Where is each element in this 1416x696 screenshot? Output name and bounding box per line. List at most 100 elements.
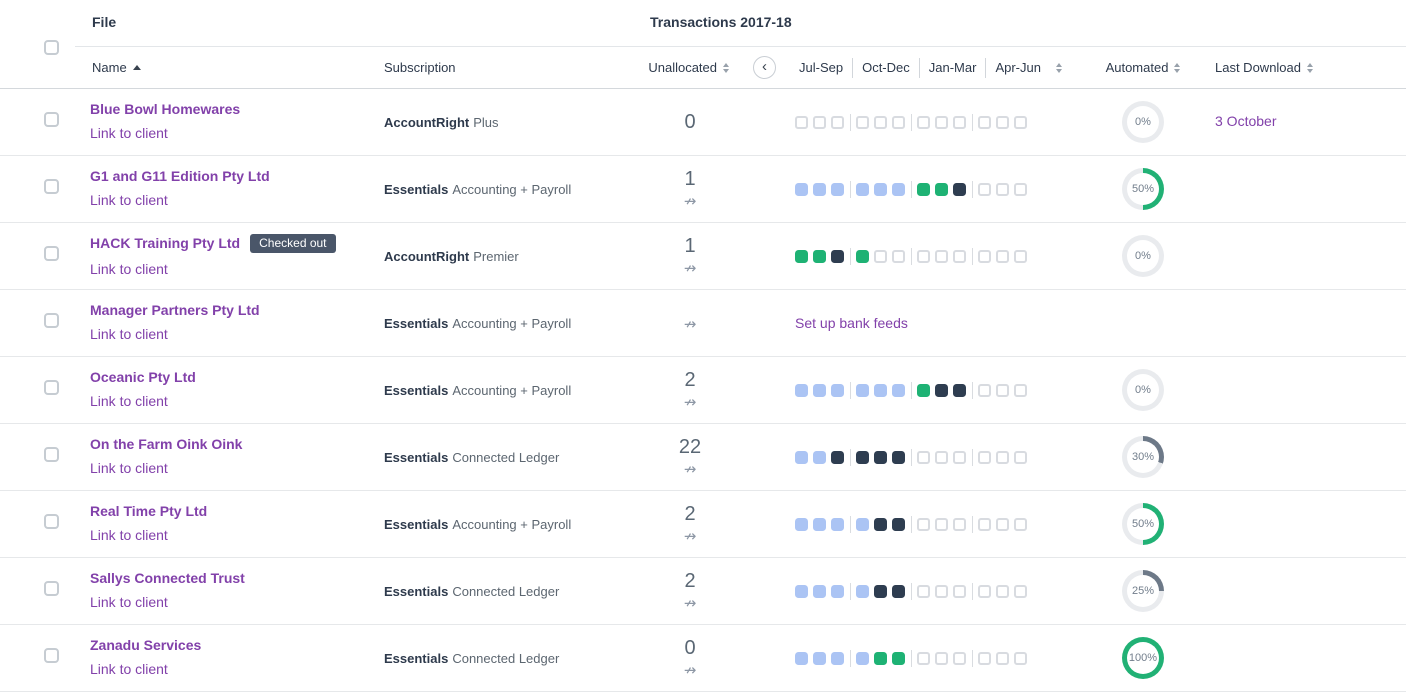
- quarters-cell: Set up bank feeds: [735, 315, 1078, 331]
- file-name-cell: HACK Training Pty Ltd Checked out Link t…: [75, 233, 380, 279]
- row-checkbox[interactable]: [44, 246, 59, 261]
- month-square: [978, 383, 991, 397]
- file-name-link[interactable]: Oceanic Pty Ltd: [90, 369, 196, 385]
- month-square: [953, 182, 966, 196]
- month-square: [892, 517, 905, 531]
- last-download-cell: 3 October: [1208, 113, 1406, 131]
- month-square: [831, 115, 844, 129]
- month-square: [917, 115, 930, 129]
- month-square: [892, 450, 905, 464]
- column-last-download[interactable]: Last Download: [1208, 60, 1406, 75]
- row-checkbox[interactable]: [44, 112, 59, 127]
- file-name-link[interactable]: Real Time Pty Ltd: [90, 503, 208, 519]
- file-name-link[interactable]: On the Farm Oink Oink: [90, 436, 243, 452]
- column-unallocated-label: Unallocated: [648, 60, 717, 75]
- row-checkbox[interactable]: [44, 648, 59, 663]
- quarter-divider: [850, 113, 851, 131]
- column-automated-label: Automated: [1105, 60, 1169, 75]
- month-square: [978, 182, 991, 196]
- last-download-link[interactable]: 3 October: [1215, 113, 1277, 129]
- setup-bank-feeds-link[interactable]: Set up bank feeds: [795, 315, 908, 331]
- quarter-divider: [972, 113, 973, 131]
- row-checkbox[interactable]: [44, 313, 59, 328]
- column-automated[interactable]: Automated: [1106, 60, 1181, 75]
- quarter-squares: [795, 448, 1032, 466]
- link-to-client-link[interactable]: Link to client: [90, 125, 168, 141]
- month-square: [1014, 450, 1027, 464]
- sort-icon[interactable]: [1307, 62, 1313, 73]
- file-name-link[interactable]: Sallys Connected Trust: [90, 570, 245, 586]
- link-to-client-link[interactable]: Link to client: [90, 192, 168, 208]
- column-name[interactable]: Name: [75, 60, 380, 75]
- previous-year-button[interactable]: ‹: [753, 56, 776, 79]
- month-square: [1014, 517, 1027, 531]
- file-name-cell: Real Time Pty Ltd Link to client: [75, 503, 380, 545]
- subscription-cell: Essentials Accounting + Payroll: [380, 383, 645, 398]
- select-all-checkbox[interactable]: [44, 40, 59, 55]
- unallocated-count: 2: [684, 369, 696, 391]
- month-square: [978, 115, 991, 129]
- month-square: [856, 450, 869, 464]
- quarter-divider: [972, 381, 973, 399]
- column-unallocated[interactable]: Unallocated: [648, 60, 735, 75]
- month-square: [874, 249, 887, 263]
- row-checkbox[interactable]: [44, 447, 59, 462]
- sort-icon[interactable]: [1174, 62, 1181, 73]
- row-checkbox[interactable]: [44, 380, 59, 395]
- file-name-link[interactable]: HACK Training Pty Ltd: [90, 235, 241, 251]
- month-square: [874, 517, 887, 531]
- sort-icon[interactable]: [1055, 62, 1062, 73]
- quarter-divider: [850, 515, 851, 533]
- subscription-cell: Essentials Accounting + Payroll: [380, 517, 645, 532]
- file-name-cell: Blue Bowl Homewares Link to client: [75, 101, 380, 143]
- link-to-client-link[interactable]: Link to client: [90, 326, 168, 342]
- month-square: [953, 450, 966, 464]
- subscription-tier: Plus: [473, 114, 499, 130]
- section-divider: [75, 46, 1406, 47]
- link-to-client-link[interactable]: Link to client: [90, 661, 168, 677]
- link-to-client-link[interactable]: Link to client: [90, 460, 168, 476]
- quarter-divider: [850, 180, 851, 198]
- subscription-tier: Accounting + Payroll: [452, 315, 572, 331]
- column-quarters: ‹ Jul-Sep Oct-Dec Jan-Mar Apr-Jun: [735, 56, 1078, 79]
- file-name-link[interactable]: Manager Partners Pty Ltd: [90, 302, 260, 318]
- month-square: [935, 115, 948, 129]
- quarters-cell: [735, 180, 1078, 198]
- unallocated-cell: 2 ↛: [645, 503, 735, 545]
- subscription-product: AccountRight: [384, 114, 470, 130]
- subscription-cell: Essentials Connected Ledger: [380, 584, 645, 599]
- link-to-client-link[interactable]: Link to client: [90, 527, 168, 543]
- checked-out-badge: Checked out: [250, 233, 336, 253]
- file-name-link[interactable]: Zanadu Services: [90, 637, 202, 653]
- subscription-product: Essentials: [384, 181, 449, 197]
- unallocated-cell: 0 ↛: [645, 637, 735, 679]
- row-checkbox-cell: [30, 313, 59, 333]
- link-to-client-link[interactable]: Link to client: [90, 393, 168, 409]
- table-row: HACK Training Pty Ltd Checked out Link t…: [0, 223, 1406, 290]
- quarter-header-divider: [918, 57, 920, 78]
- month-square: [1014, 584, 1027, 598]
- row-checkbox[interactable]: [44, 179, 59, 194]
- row-checkbox-cell: [30, 179, 59, 199]
- quarter-divider: [911, 381, 912, 399]
- month-square: [917, 182, 930, 196]
- table-row: Real Time Pty Ltd Link to client Essenti…: [0, 491, 1406, 558]
- file-name-link[interactable]: G1 and G11 Edition Pty Ltd: [90, 168, 270, 184]
- file-name-link[interactable]: Blue Bowl Homewares: [90, 101, 241, 117]
- link-to-client-link[interactable]: Link to client: [90, 260, 168, 277]
- month-square: [953, 584, 966, 598]
- sort-icon[interactable]: [723, 62, 729, 73]
- quarter-header-divider: [985, 57, 987, 78]
- month-square: [874, 450, 887, 464]
- table-row: Zanadu Services Link to client Essential…: [0, 625, 1406, 692]
- file-section-title: File: [92, 14, 117, 30]
- row-checkbox[interactable]: [44, 514, 59, 529]
- month-square: [935, 383, 948, 397]
- column-last-download-label: Last Download: [1215, 60, 1301, 75]
- row-checkbox[interactable]: [44, 581, 59, 596]
- automated-donut: 0%: [1122, 101, 1164, 143]
- automated-cell: 100%: [1122, 637, 1164, 679]
- month-square: [996, 450, 1009, 464]
- month-square: [892, 249, 905, 263]
- link-to-client-link[interactable]: Link to client: [90, 594, 168, 610]
